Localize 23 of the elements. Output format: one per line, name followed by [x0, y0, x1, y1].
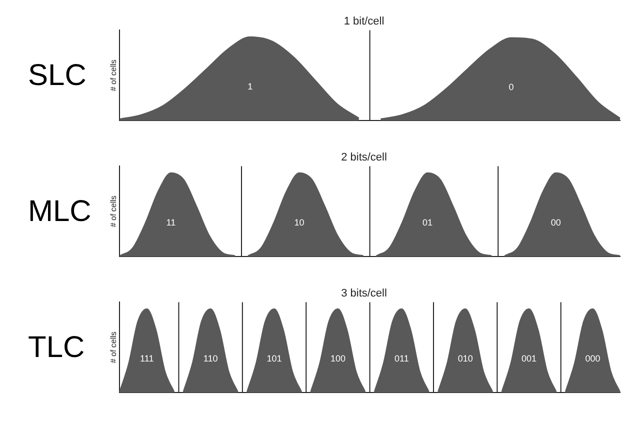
series-label: 101	[266, 354, 282, 364]
series-label: 110	[203, 354, 218, 364]
series-label: 111	[140, 354, 154, 364]
text: TLC	[28, 331, 86, 365]
text: MLC	[28, 195, 92, 229]
series-label: 00	[550, 218, 561, 228]
y-axis-title: # of cells	[109, 332, 118, 364]
chart-title: 1 bit/cell	[344, 16, 384, 28]
text: SLC	[28, 59, 88, 93]
series-label: 010	[458, 354, 473, 364]
series-label: 10	[294, 218, 304, 228]
y-axis-title: # of cells	[109, 60, 118, 92]
series-label: 100	[330, 354, 346, 364]
chart-title: 2 bits/cell	[341, 152, 387, 164]
series-label: 011	[394, 354, 409, 364]
chart-title: 3 bits/cell	[341, 288, 387, 300]
series-label: 000	[585, 354, 600, 364]
series-label: 11	[166, 218, 176, 228]
y-axis-title: # of cells	[109, 196, 118, 228]
series-label: 01	[422, 218, 433, 228]
series-label: 0	[508, 82, 514, 92]
series-label: 001	[522, 354, 537, 364]
series-label: 1	[248, 82, 253, 92]
